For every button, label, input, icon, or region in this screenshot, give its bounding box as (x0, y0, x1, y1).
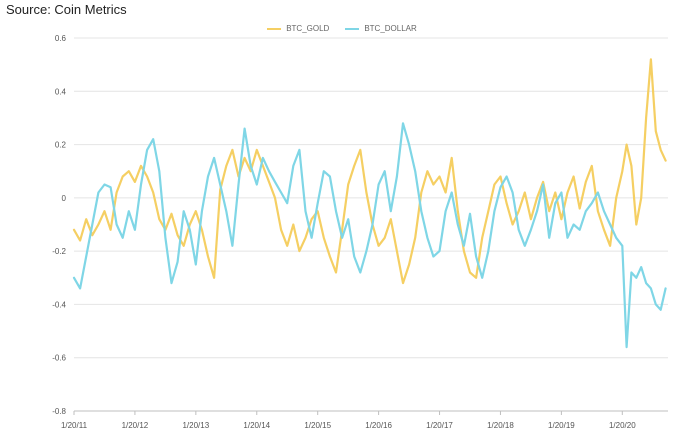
y-tick-label: -0.8 (52, 407, 66, 416)
series-line-btc-gold (72, 58, 667, 285)
x-tick-label: 1/20/13 (182, 421, 209, 430)
x-tick-label: 1/20/14 (243, 421, 270, 430)
x-tick-label: 1/20/19 (548, 421, 575, 430)
chart-legend: BTC_GOLD BTC_DOLLAR (0, 24, 684, 33)
y-tick-label: -0.2 (52, 247, 66, 256)
x-tick-label: 1/20/11 (61, 421, 88, 430)
y-tick-label: 0 (62, 194, 67, 203)
y-tick-label: -0.4 (52, 300, 66, 309)
axis-layer: 0.6 0.4 0.2 0 -0.2 -0.4 -0.6 -0.8 1/20/11 1/20/12… (52, 34, 636, 430)
legend-item-btc-gold: BTC_GOLD (267, 24, 329, 33)
y-tick-label: -0.6 (52, 354, 66, 363)
legend-label-btc-gold: BTC_GOLD (286, 24, 330, 33)
legend-item-btc-dollar: BTC_DOLLAR (345, 24, 417, 33)
y-tick-label: 0.4 (55, 87, 67, 96)
x-tick-label: 1/20/16 (365, 421, 392, 430)
x-tick-label: 1/20/12 (122, 421, 149, 430)
grid-layer (74, 37, 668, 412)
x-tick-label: 1/20/15 (304, 421, 331, 430)
y-tick-label: 0.6 (55, 34, 67, 43)
x-tick-label: 1/20/17 (426, 421, 453, 430)
legend-swatch-btc-gold (267, 27, 282, 30)
x-tick-label: 1/20/20 (609, 421, 636, 430)
legend-swatch-btc-dollar (345, 27, 360, 30)
chart-source: Source: Coin Metrics (6, 2, 127, 17)
x-tick-label: 1/20/18 (487, 421, 514, 430)
series-line-btc-dollar (72, 122, 667, 349)
series-layer (72, 58, 667, 349)
legend-label-btc-dollar: BTC_DOLLAR (364, 24, 417, 33)
y-tick-label: 0.2 (55, 141, 67, 150)
